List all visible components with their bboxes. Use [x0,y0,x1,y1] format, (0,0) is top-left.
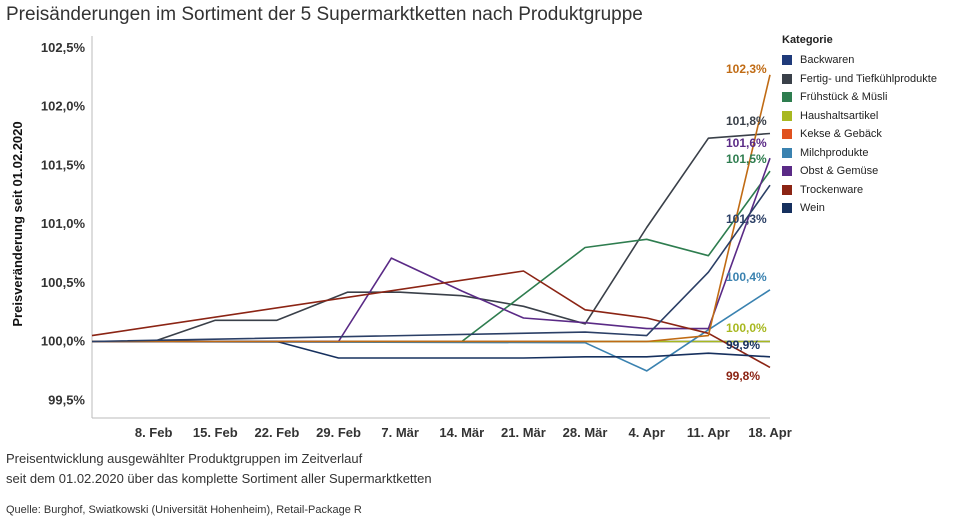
y-tick-label: 102,0% [41,99,86,114]
legend-label: Kekse & Gebäck [800,128,882,141]
caption-line-2: seit dem 01.02.2020 über das komplette S… [6,471,432,486]
series-lines [91,74,771,372]
legend-item-trockenware[interactable]: Trockenware [782,181,960,200]
end-label-fruhstuck-musli-2: 101,5% [726,152,767,166]
legend-swatch [782,184,792,195]
y-ticks: 99,5% 100,0% 100,5% 101,0% 101,5% 102,0% 102,5… [41,40,86,408]
end-labels: 101,8% 101,5% 100,0% 100,4% 101,6% 99,8% 99,9%… [726,62,767,383]
legend-label: Fertig- und Tiefkühlprodukte [800,72,937,85]
legend-item-milchprodukte[interactable]: Milchprodukte [782,144,960,163]
x-tick-label: 18. Apr [748,425,792,440]
legend: Kategorie Backwaren Fertig- und Tiefkühlp… [782,34,960,218]
x-tick-label: 4. Apr [629,425,665,440]
legend-item-backwaren[interactable]: Backwaren [782,51,960,70]
x-tick-label: 8. Feb [135,425,173,440]
legend-swatch [782,92,792,103]
end-label-unbenannt-9: 102,3% [726,62,767,76]
legend-label: Backwaren [800,54,855,67]
x-tick-label: 7. Mär [381,425,419,440]
end-label-haushaltsartikel-3: 100,0% [726,321,767,335]
series-line-wein-8 [92,340,771,359]
legend-item-fruhstuck-musli[interactable]: Frühstück & Müsli [782,88,960,107]
end-label-milchprodukte-5: 100,4% [726,270,767,284]
legend-items: Backwaren Fertig- und Tiefkühlprodukte Frü… [782,51,960,218]
legend-item-haushaltsartikel[interactable]: Haushaltsartikel [782,107,960,126]
legend-title: Kategorie [782,34,833,46]
legend-label: Haushaltsartikel [800,109,879,122]
legend-swatch [782,110,792,121]
x-tick-label: 14. Mär [439,425,484,440]
x-ticks: 8. Feb 15. Feb 22. Feb 29. Feb 7. Mär 14. Mär… [135,425,792,440]
x-tick-label: 28. Mär [563,425,608,440]
chart-title: Preisänderungen im Sortiment der 5 Super… [6,4,643,25]
y-tick-label: 100,5% [41,275,86,290]
end-label-fertig-und-tiefkuhlprodukte-1: 101,8% [726,114,767,128]
legend-swatch [782,129,792,140]
legend-swatch [782,55,792,66]
legend-swatch [782,203,792,214]
y-tick-label: 102,5% [41,40,86,55]
legend-label: Obst & Gemüse [800,165,879,178]
legend-swatch [782,73,792,84]
y-tick-label: 99,5% [48,392,85,407]
legend-swatch [782,166,792,177]
series-line-fertig-und-tiefkuhlprodukte-1 [92,132,771,343]
series-line-milchprodukte-5 [91,289,771,372]
legend-label: Wein [800,202,825,215]
x-tick-label: 11. Apr [687,425,730,440]
x-tick-label: 29. Feb [316,425,361,440]
y-tick-label: 101,5% [41,157,86,172]
end-label-unbenannt-10: 101,3% [726,212,767,226]
legend-item-kekse-geback[interactable]: Kekse & Gebäck [782,125,960,144]
legend-label: Milchprodukte [800,146,869,159]
legend-item-wein[interactable]: Wein [782,199,960,218]
end-label-wein-8: 99,9% [726,338,760,352]
series-line-trockenware-7 [91,270,771,369]
end-label-obst-gemuse-6: 101,6% [726,136,767,150]
x-tick-label: 15. Feb [193,425,238,440]
x-tick-label: 22. Feb [255,425,300,440]
series-line-unbenannt-9 [92,74,771,343]
legend-item-obst-gemuse[interactable]: Obst & Gemüse [782,162,960,181]
source-note: Quelle: Burghof, Swiatkowski (Universitä… [6,504,362,516]
legend-label: Trockenware [800,183,864,196]
end-label-trockenware-7: 99,8% [726,369,760,383]
y-axis-label: Preisveränderung seit 01.02.2020 [10,121,25,326]
legend-item-fertig-und-tiefkuhlprodukte[interactable]: Fertig- und Tiefkühlprodukte [782,70,960,89]
y-tick-label: 101,0% [41,216,86,231]
x-tick-label: 21. Mär [501,425,546,440]
legend-swatch [782,147,792,158]
caption-line-1: Preisentwicklung ausgewählter Produktgru… [6,451,363,466]
y-tick-label: 100,0% [41,334,86,349]
legend-label: Frühstück & Müsli [800,91,888,104]
series-line-unbenannt-10 [91,184,771,343]
